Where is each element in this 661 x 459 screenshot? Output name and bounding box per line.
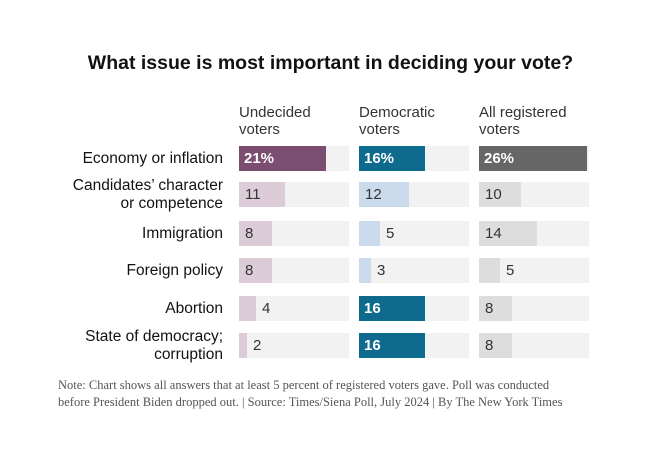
bar-track: 11 <box>239 182 349 207</box>
value-label: 5 <box>506 262 515 279</box>
value-label: 16 <box>364 337 381 354</box>
bar <box>239 296 256 321</box>
category-label-line: corruption <box>154 345 223 363</box>
column-header: All registered voters <box>479 104 591 138</box>
bar <box>359 146 425 171</box>
bar <box>359 333 425 358</box>
bar <box>239 333 247 358</box>
category-label-line: Abortion <box>165 299 223 317</box>
bar-track: 10 <box>479 182 589 207</box>
bar <box>359 258 371 283</box>
category-label: Economy or inflation <box>23 150 223 168</box>
value-label: 5 <box>386 225 395 242</box>
bar-track: 3 <box>359 258 469 283</box>
bar <box>359 221 380 246</box>
category-label: Immigration <box>23 225 223 243</box>
bar-track: 2 <box>239 333 349 358</box>
bar <box>359 182 409 207</box>
bar-track: 5 <box>359 221 469 246</box>
category-label-line: State of democracy; <box>85 327 223 345</box>
bar <box>479 296 512 321</box>
value-label: 8 <box>245 262 254 279</box>
column-header: Undecided voters <box>239 104 351 138</box>
chart-title: What issue is most important in deciding… <box>87 52 574 74</box>
value-label: 26% <box>484 150 515 167</box>
category-label-line: or competence <box>120 194 223 212</box>
category-label-line: Economy or inflation <box>82 149 223 167</box>
value-label: 8 <box>485 300 494 317</box>
column-header-line: voters <box>239 121 280 138</box>
value-label: 3 <box>377 262 386 279</box>
value-label: 11 <box>245 186 261 203</box>
value-label: 8 <box>485 337 494 354</box>
bar <box>479 182 521 207</box>
bar <box>239 221 272 246</box>
category-label: Foreign policy <box>23 261 224 280</box>
column-header-line: Democratic <box>359 104 435 121</box>
bar <box>359 296 425 321</box>
bar <box>239 182 285 207</box>
bar-track: 8 <box>479 296 589 321</box>
bar <box>239 258 272 283</box>
bar-track: 8 <box>239 258 349 283</box>
bar-track: 21% <box>239 146 349 171</box>
value-label: 4 <box>262 300 271 317</box>
bar-track: 5 <box>479 258 589 283</box>
bar <box>479 146 587 171</box>
chart-note: Note: Chart shows all answers that at le… <box>58 378 563 409</box>
bar-track: 26% <box>479 146 589 171</box>
bar-track: 16 <box>359 296 469 321</box>
category-label: Candidates’ character or competence <box>23 177 223 213</box>
value-label: 16% <box>364 150 395 167</box>
bar <box>479 258 500 283</box>
value-label: 8 <box>245 225 254 242</box>
category-label: Abortion <box>23 300 223 318</box>
bar-track: 16 <box>359 333 469 358</box>
bar <box>479 333 512 358</box>
bar <box>479 221 537 246</box>
bar-track: 14 <box>479 221 589 246</box>
category-label: State of democracy; corruption <box>23 328 223 364</box>
value-label: 14 <box>485 225 502 242</box>
value-label: 2 <box>253 337 262 354</box>
bar-track: 12 <box>359 182 469 207</box>
value-label: 16 <box>364 300 381 317</box>
bar <box>239 146 326 171</box>
category-label-line: Candidates’ character <box>72 176 223 194</box>
category-label-line: Immigration <box>142 224 223 242</box>
bar-track: 8 <box>239 221 349 246</box>
category-label-line: Foreign policy <box>126 261 224 279</box>
column-header: Democratic voters <box>359 104 471 138</box>
column-header-line: voters <box>479 121 520 138</box>
value-label: 10 <box>485 186 502 203</box>
column-header-line: All registered <box>479 104 567 121</box>
value-label: 21% <box>244 150 275 167</box>
column-header-line: Undecided <box>239 104 311 121</box>
bar-track: 16% <box>359 146 469 171</box>
column-header-line: voters <box>359 121 400 138</box>
bar-track: 4 <box>239 296 349 321</box>
value-label: 12 <box>365 186 382 203</box>
bar-track: 8 <box>479 333 589 358</box>
